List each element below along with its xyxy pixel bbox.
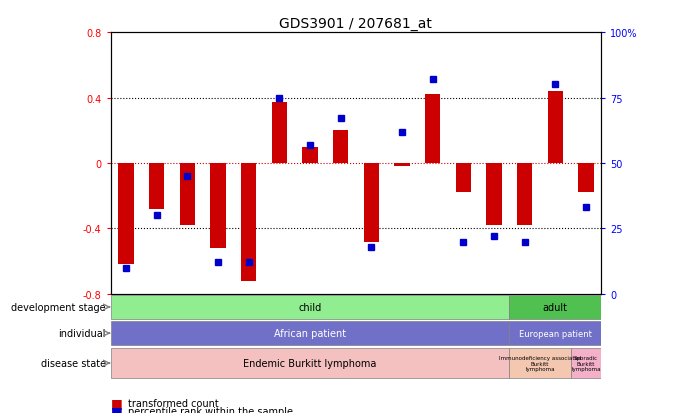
- Text: adult: adult: [542, 302, 568, 312]
- Text: ■: ■: [111, 404, 122, 413]
- Text: Endemic Burkitt lymphoma: Endemic Burkitt lymphoma: [243, 358, 377, 368]
- Text: Immunodeficiency associated
Burkitt
lymphoma: Immunodeficiency associated Burkitt lymp…: [499, 355, 581, 371]
- Bar: [118, 164, 133, 265]
- Bar: [180, 164, 195, 225]
- Bar: [210, 164, 225, 249]
- Bar: [241, 164, 256, 281]
- Bar: [272, 103, 287, 164]
- Bar: [363, 164, 379, 242]
- Text: development stage: development stage: [11, 302, 106, 312]
- Bar: [571, 348, 601, 378]
- Bar: [111, 295, 509, 319]
- Bar: [394, 164, 410, 167]
- Text: European patient: European patient: [519, 329, 591, 338]
- Bar: [302, 147, 318, 164]
- Text: African patient: African patient: [274, 328, 346, 338]
- Bar: [547, 92, 563, 164]
- Text: Sporadic
Burkitt
lymphoma: Sporadic Burkitt lymphoma: [571, 355, 600, 371]
- Bar: [509, 322, 601, 345]
- Bar: [509, 295, 601, 319]
- Bar: [509, 348, 571, 378]
- Bar: [455, 164, 471, 193]
- Text: child: child: [299, 302, 321, 312]
- Bar: [149, 164, 164, 209]
- Bar: [486, 164, 502, 225]
- Text: disease state: disease state: [41, 358, 106, 368]
- Text: percentile rank within the sample: percentile rank within the sample: [128, 406, 293, 413]
- Text: transformed count: transformed count: [128, 398, 218, 408]
- Bar: [111, 322, 509, 345]
- Title: GDS3901 / 207681_at: GDS3901 / 207681_at: [279, 17, 433, 31]
- Bar: [578, 164, 594, 193]
- Text: individual: individual: [58, 328, 106, 338]
- Text: ■: ■: [111, 396, 122, 409]
- Bar: [425, 95, 440, 164]
- Bar: [111, 348, 509, 378]
- Bar: [517, 164, 532, 225]
- Bar: [333, 131, 348, 164]
